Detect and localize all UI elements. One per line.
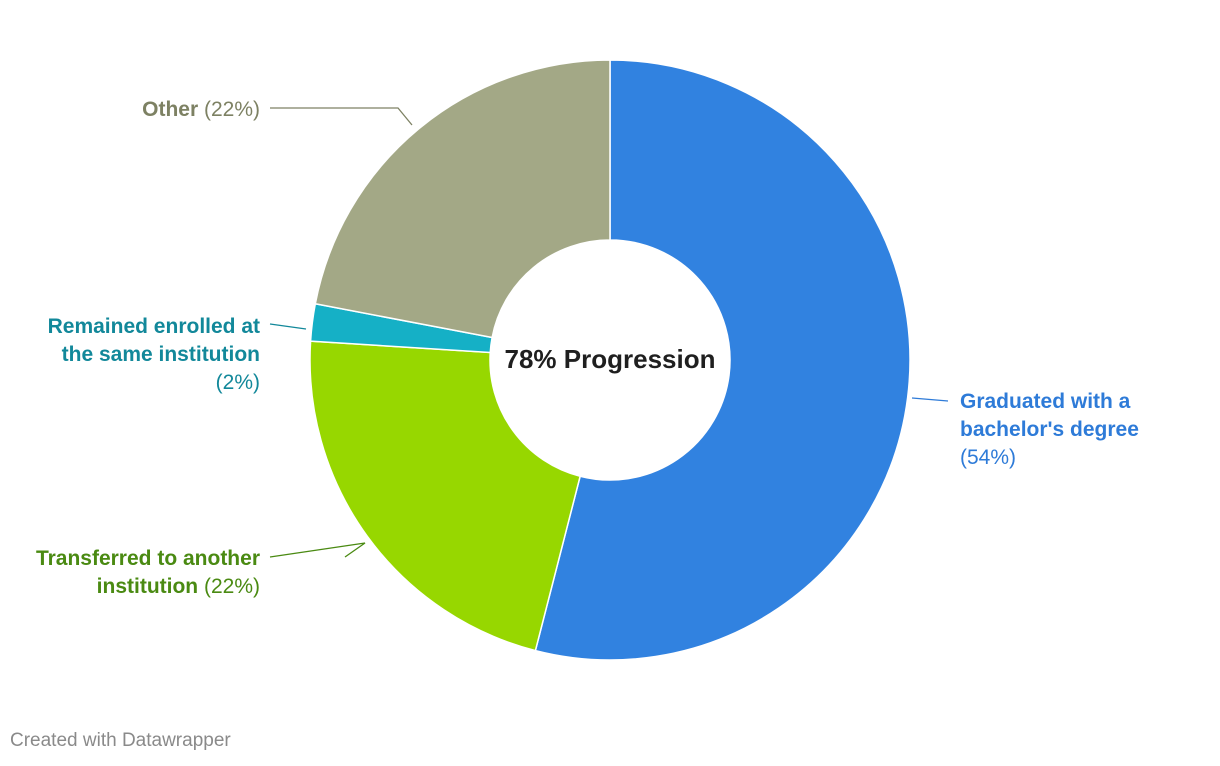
label-value: (2%) [216, 371, 260, 394]
label-graduated-with-a-bachelor-s-degree: Graduated with a bachelor's degree (54%) [960, 390, 1139, 469]
leader-lines [269, 107, 949, 558]
label-transferred-to-another-institution: Transferred to another institution (22%) [36, 547, 260, 598]
donut-slices [309, 59, 911, 661]
leader-line-transferred-to-another-institution [269, 542, 366, 558]
leader-line-other [270, 107, 413, 126]
label-line: bachelor's degree [960, 418, 1139, 441]
label-line: the same institution [62, 343, 260, 366]
label-remained-enrolled-at-the-same-institution: Remained enrolled at the same institution… [48, 315, 260, 394]
slice-graduated-with-a-bachelor-s-degree [534, 59, 911, 661]
label-value: (54%) [960, 446, 1016, 469]
label-other: Other (22%) [142, 98, 260, 121]
label-line: institution [97, 575, 198, 598]
label-value: (22%) [198, 98, 260, 121]
footer-credit: Created with Datawrapper [10, 730, 231, 751]
leader-line-graduated-with-a-bachelor-s-degree [911, 397, 949, 402]
label-value: (22%) [198, 575, 260, 598]
label-line: Remained enrolled at [48, 315, 260, 338]
slice-other [314, 59, 611, 339]
leader-line-remained-enrolled-at-the-same-institution [269, 323, 307, 330]
center-label: 78% Progression [505, 344, 716, 374]
label-line: Other [142, 98, 198, 121]
label-line: Transferred to another [36, 547, 260, 570]
slice-transferred-to-another-institution [309, 340, 582, 652]
slice-labels: Graduated with a bachelor's degree (54%) Tr… [36, 98, 1139, 598]
label-line: Graduated with a [960, 390, 1131, 413]
